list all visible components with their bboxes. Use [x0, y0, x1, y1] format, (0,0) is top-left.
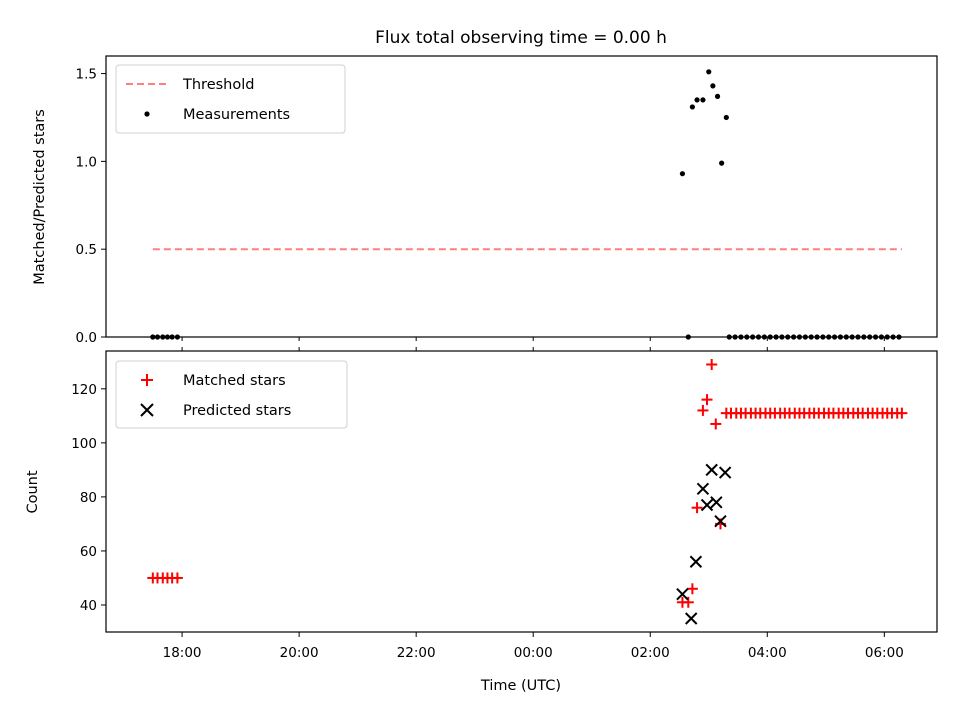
x-tick-label: 22:00 — [397, 645, 436, 661]
legend-matched-label: Matched stars — [183, 373, 286, 389]
counts-y-tick-label: 120 — [71, 382, 97, 398]
legend-measurements-label: Measurements — [183, 107, 290, 123]
counts-legend: Matched stars Predicted stars — [115, 360, 348, 429]
x-tick-label: 00:00 — [514, 645, 553, 661]
ratio-y-axis-label: Matched/Predicted stars — [32, 109, 48, 285]
matched-star-point — [701, 394, 713, 406]
matched-star-point — [691, 502, 703, 514]
ratio-legend-box — [115, 64, 346, 134]
matched-star-point — [710, 418, 722, 430]
predicted-star-point — [710, 496, 723, 509]
measurement-point — [706, 69, 712, 75]
measurement-point — [723, 114, 729, 121]
counts-legend-box — [115, 360, 348, 429]
measurement-point — [719, 160, 725, 166]
matched-star-point — [686, 583, 698, 595]
measurement-point — [714, 93, 721, 99]
counts-y-axis-label: Count — [25, 470, 41, 513]
matched-star-point — [896, 407, 908, 419]
ratio-panel: 0.0 0.5 1.0 1.5 Matched/Predicted stars Thr… — [32, 55, 938, 346]
legend-predicted-label: Predicted stars — [183, 403, 291, 419]
predicted-star-point — [718, 466, 732, 479]
measurement-point — [710, 83, 716, 89]
counts-y-tick-label: 60 — [80, 544, 97, 560]
ratio-y-tick-label: 1.5 — [76, 67, 97, 83]
x-tick-label: 04:00 — [748, 645, 787, 661]
counts-panel-frame — [105, 350, 938, 633]
matched-star-point — [706, 359, 718, 371]
measurement-point — [679, 171, 686, 177]
legend-matched-swatch — [141, 374, 153, 386]
predicted-star-point — [714, 515, 727, 528]
predicted-star-point — [700, 498, 714, 512]
x-tick-label: 06:00 — [865, 645, 904, 661]
ratio-y-tick-label: 0.5 — [76, 242, 97, 258]
chart-title: Flux total observing time = 0.00 h — [375, 28, 667, 48]
predicted-star-point — [689, 555, 703, 568]
measurement-point — [700, 97, 706, 103]
x-tick-label: 20:00 — [280, 645, 319, 661]
ratio-panel-frame — [105, 55, 938, 338]
matched-star-point — [171, 572, 183, 584]
counts-y-tick-label: 80 — [80, 490, 97, 506]
measurement-point — [694, 97, 700, 103]
legend-threshold-label: Threshold — [182, 77, 254, 93]
measurement-point — [689, 104, 695, 110]
legend-measurements-swatch — [144, 111, 150, 117]
ratio-legend: Threshold Measurements — [115, 64, 346, 134]
x-tick-label: 18:00 — [163, 645, 202, 661]
x-tick-label: 02:00 — [631, 645, 670, 661]
predicted-star-point — [685, 612, 698, 625]
matched-star-point — [682, 596, 694, 608]
counts-y-tick-label: 100 — [71, 436, 97, 452]
matched-star-point — [697, 404, 709, 416]
x-axis-label: Time (UTC) — [480, 678, 561, 694]
predicted-star-point — [696, 482, 710, 496]
predicted-star-point — [705, 463, 718, 477]
counts-panel: 40 60 80 100 120 18:00 20:00 22:00 00:00 02:00 04:… — [25, 347, 938, 694]
legend-predicted-swatch — [140, 403, 154, 417]
ratio-y-tick-label: 0.0 — [76, 330, 97, 346]
ratio-y-tick-label: 1.0 — [76, 154, 97, 170]
counts-y-tick-label: 40 — [80, 598, 97, 614]
predicted-star-point — [676, 587, 689, 601]
